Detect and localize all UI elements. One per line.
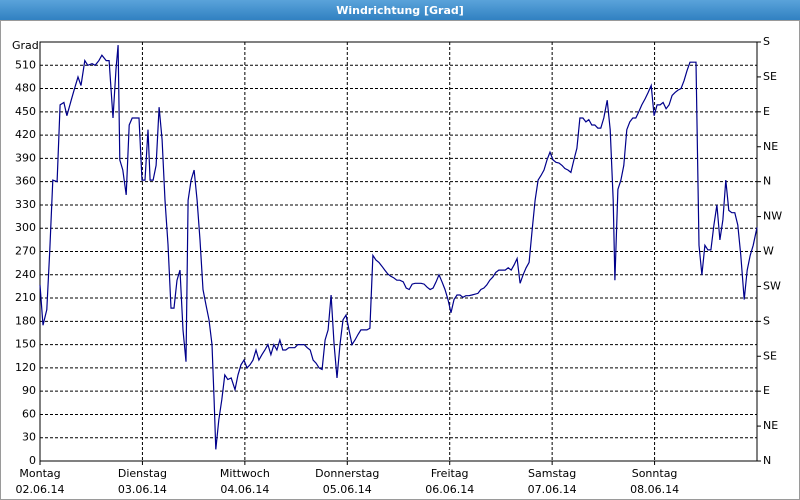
x-tick-label: Dienstag — [118, 467, 167, 480]
x-tick-label: Montag — [19, 467, 60, 480]
chart-title: Windrichtung [Grad] — [336, 4, 464, 17]
y2-tick-label: E — [763, 105, 770, 118]
y-tick-label: 360 — [15, 175, 36, 188]
x-tick-label: Mittwoch — [220, 467, 270, 480]
y-tick-label: 480 — [15, 82, 36, 95]
y2-tick-label: N — [763, 454, 771, 467]
y-tick-label: 0 — [29, 454, 36, 467]
x-tick-date: 05.06.14 — [323, 483, 372, 496]
y2-tick-label: E — [763, 384, 770, 397]
y2-tick-label: N — [763, 175, 771, 188]
x-tick-date: 03.06.14 — [118, 483, 167, 496]
x-tick-date: 07.06.14 — [528, 483, 577, 496]
y2-tick-label: S — [763, 314, 770, 327]
x-tick-label: Donnerstag — [315, 467, 379, 480]
window-border — [0, 20, 800, 500]
y2-tick-label: S — [763, 35, 770, 48]
x-tick-label: Sonntag — [632, 467, 678, 480]
y-tick-label: 210 — [15, 291, 36, 304]
title-bar — [0, 0, 800, 21]
y-tick-label: 390 — [15, 151, 36, 164]
y-axis-label: Grad — [12, 39, 39, 52]
y-tick-label: 30 — [22, 431, 36, 444]
y2-tick-label: NW — [763, 210, 782, 223]
y-tick-label: 330 — [15, 198, 36, 211]
y2-tick-label: NE — [763, 140, 778, 153]
y-tick-label: 180 — [15, 314, 36, 327]
x-tick-date: 08.06.14 — [630, 483, 679, 496]
x-tick-date: 06.06.14 — [425, 483, 474, 496]
y-tick-label: 240 — [15, 268, 36, 281]
x-tick-label: Samstag — [528, 467, 576, 480]
y-tick-label: 60 — [22, 407, 36, 420]
y-tick-label: 510 — [15, 58, 36, 71]
y2-tick-label: NE — [763, 419, 778, 432]
plot-frame — [39, 41, 758, 462]
y2-tick-label: SW — [763, 279, 781, 292]
x-tick-date: 02.06.14 — [16, 483, 65, 496]
y-tick-label: 420 — [15, 128, 36, 141]
y2-tick-label: SE — [763, 349, 777, 362]
x-tick-date: 04.06.14 — [220, 483, 269, 496]
y2-tick-label: W — [763, 245, 774, 258]
y-tick-label: 150 — [15, 338, 36, 351]
y-tick-label: 450 — [15, 105, 36, 118]
data-line — [39, 45, 758, 450]
y-tick-label: 120 — [15, 361, 36, 374]
y-tick-label: 90 — [22, 384, 36, 397]
x-tick-label: Freitag — [431, 467, 469, 480]
y-tick-label: 270 — [15, 245, 36, 258]
y-tick-label: 300 — [15, 221, 36, 234]
y2-tick-label: SE — [763, 70, 777, 83]
